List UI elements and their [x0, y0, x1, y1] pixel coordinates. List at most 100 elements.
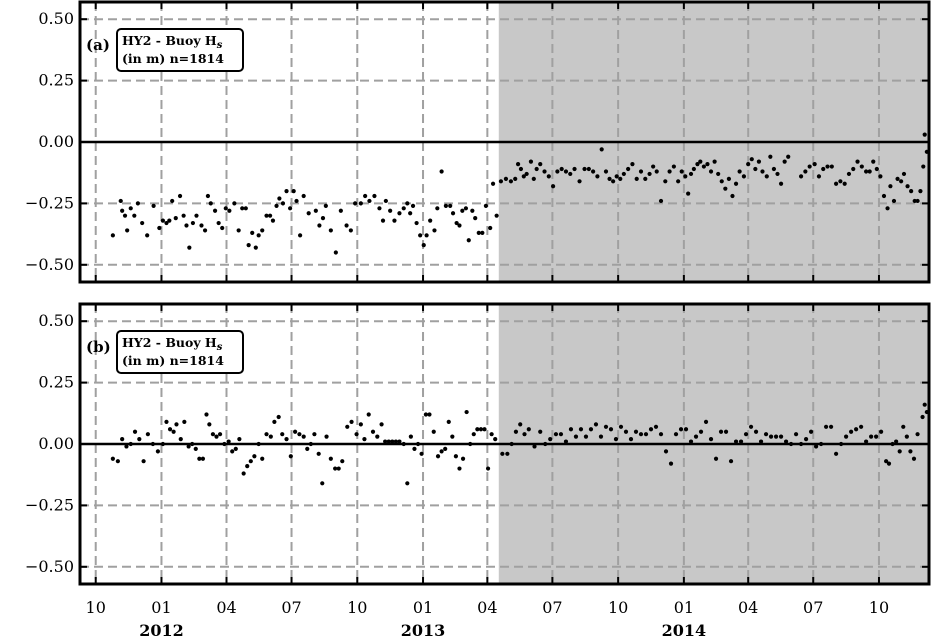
- data-point: [668, 461, 674, 466]
- data-point: [470, 208, 475, 213]
- data-point: [869, 434, 874, 439]
- data-point: [901, 424, 906, 429]
- data-point: [683, 174, 688, 179]
- data-point: [401, 206, 406, 211]
- data-point: [591, 169, 596, 174]
- data-point: [135, 201, 140, 206]
- data-point: [813, 444, 819, 449]
- data-point: [410, 203, 416, 208]
- data-point: [771, 166, 777, 172]
- data-point: [453, 454, 459, 459]
- data-point: [508, 179, 514, 184]
- data-point: [859, 424, 864, 429]
- data-point: [513, 429, 519, 434]
- data-point: [807, 164, 812, 169]
- data-point: [363, 193, 368, 199]
- data-point: [118, 198, 123, 204]
- data-point: [833, 181, 839, 186]
- data-point: [688, 171, 694, 177]
- data-point: [621, 171, 626, 177]
- data-point: [618, 176, 623, 181]
- data-point: [733, 439, 739, 444]
- data-point: [673, 432, 679, 437]
- data-point: [546, 174, 551, 179]
- data-point: [336, 466, 341, 471]
- data-point: [568, 427, 574, 432]
- x-tick-label: 10: [347, 598, 367, 617]
- data-point: [773, 434, 779, 439]
- data-point: [317, 223, 322, 228]
- data-point: [366, 412, 371, 417]
- data-point: [181, 213, 186, 218]
- data-point: [855, 159, 860, 164]
- data-point: [367, 198, 372, 204]
- data-point: [306, 211, 311, 216]
- data-point: [651, 164, 656, 169]
- data-point: [623, 429, 629, 434]
- y-tick-label: −0.50: [25, 255, 74, 274]
- data-point: [397, 439, 402, 444]
- data-point: [194, 213, 199, 218]
- y-tick-label: 0.50: [38, 9, 74, 28]
- y-tick-label: 0.00: [38, 132, 74, 151]
- data-point: [703, 419, 709, 424]
- data-point: [897, 449, 902, 454]
- data-point: [184, 223, 189, 228]
- data-point: [272, 419, 277, 424]
- data-point: [178, 436, 183, 442]
- data-point: [232, 201, 237, 206]
- data-point: [786, 154, 791, 159]
- data-point: [145, 233, 150, 238]
- data-point: [851, 166, 856, 172]
- year-label: 2013: [401, 621, 446, 640]
- x-tick-label: 10: [869, 598, 889, 617]
- data-point: [220, 225, 225, 231]
- data-point: [186, 444, 191, 449]
- data-point: [534, 166, 539, 172]
- data-point: [678, 427, 684, 432]
- data-point: [753, 429, 759, 434]
- legend-line-1: HY2 - Buoy Hs: [122, 33, 223, 51]
- data-point: [572, 166, 577, 172]
- data-point: [324, 434, 329, 439]
- data-point: [563, 439, 569, 444]
- data-point: [122, 213, 128, 218]
- data-point: [548, 436, 553, 442]
- data-point: [582, 166, 587, 172]
- y-tick-label: −0.25: [25, 193, 74, 212]
- x-tick-label: 01: [151, 598, 171, 617]
- data-point: [828, 424, 834, 429]
- data-point: [842, 181, 847, 186]
- y-tick-label: 0.25: [38, 71, 74, 90]
- data-point: [182, 419, 187, 424]
- x-tick-label: 07: [803, 598, 823, 617]
- data-point: [421, 243, 426, 248]
- data-point: [214, 434, 219, 439]
- data-point: [432, 228, 437, 233]
- data-point: [864, 169, 869, 174]
- data-point: [763, 432, 769, 437]
- data-point: [611, 179, 616, 184]
- data-point: [110, 456, 115, 461]
- data-point: [457, 466, 462, 471]
- data-point: [439, 449, 444, 454]
- data-point: [686, 191, 691, 196]
- data-point: [328, 228, 333, 233]
- legend-line-2: (in m) n=1814: [122, 353, 224, 368]
- data-point: [435, 454, 441, 459]
- data-point: [246, 243, 251, 248]
- data-point: [418, 233, 423, 238]
- data-point: [768, 434, 774, 439]
- data-point: [193, 446, 198, 452]
- data-point: [663, 449, 669, 454]
- data-point: [284, 189, 289, 194]
- data-point: [212, 208, 218, 213]
- x-tick-label: 10: [86, 598, 106, 617]
- data-point: [446, 419, 451, 424]
- data-point: [695, 162, 700, 167]
- data-point: [894, 439, 899, 444]
- data-point: [911, 456, 917, 461]
- data-point: [667, 169, 672, 174]
- data-point: [237, 436, 242, 442]
- data-point: [466, 238, 471, 243]
